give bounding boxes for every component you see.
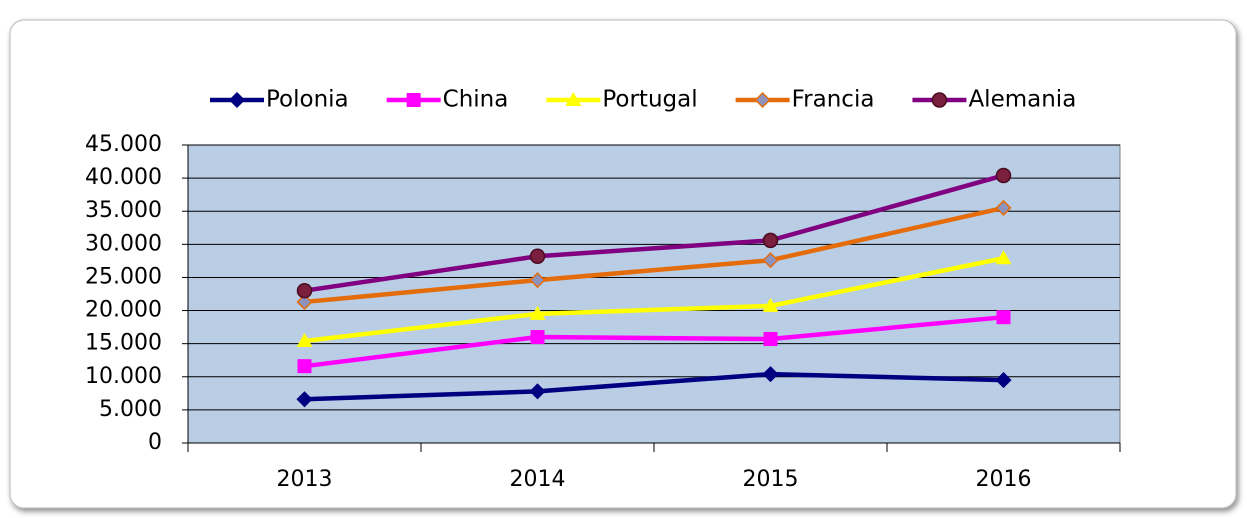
legend-item: Alemania bbox=[912, 87, 1076, 113]
y-tick-label: 10.000 bbox=[85, 364, 162, 389]
y-tick-label: 25.000 bbox=[85, 264, 162, 289]
point-marker bbox=[995, 199, 1012, 216]
x-tick-label: 2016 bbox=[976, 467, 1032, 492]
y-tick-label: 20.000 bbox=[85, 298, 162, 323]
legend-marker bbox=[228, 91, 246, 109]
point-marker bbox=[763, 332, 778, 347]
legend-label: China bbox=[443, 87, 509, 113]
legend-marker bbox=[754, 91, 771, 109]
point-marker bbox=[995, 167, 1012, 184]
point-marker bbox=[296, 391, 313, 408]
series-line bbox=[304, 205, 1004, 305]
legend-marker bbox=[406, 93, 421, 107]
legend-marker bbox=[565, 92, 582, 106]
y-tick-label: 15.000 bbox=[85, 331, 162, 356]
point-marker bbox=[296, 282, 313, 299]
y-tick-label: 40.000 bbox=[85, 165, 162, 190]
legend-label: Polonia bbox=[266, 87, 349, 113]
y-tick-label: 0 bbox=[148, 430, 162, 455]
legend-item: Portugal bbox=[546, 87, 698, 113]
point-marker bbox=[762, 232, 779, 249]
y-tick-label: 35.000 bbox=[85, 198, 162, 223]
legend-item: China bbox=[386, 87, 509, 113]
point-marker bbox=[529, 248, 546, 265]
point-marker bbox=[530, 330, 545, 345]
point-marker bbox=[529, 305, 546, 320]
y-tick-label: 5.000 bbox=[99, 397, 162, 422]
point-marker bbox=[995, 250, 1012, 265]
point-marker bbox=[762, 366, 779, 383]
point-marker bbox=[296, 333, 313, 348]
point-marker bbox=[762, 297, 779, 312]
legend-marker bbox=[931, 92, 948, 108]
series-line bbox=[304, 173, 1005, 293]
y-tick-label: 30.000 bbox=[85, 231, 162, 256]
point-marker bbox=[529, 272, 546, 289]
series-line bbox=[304, 314, 1004, 369]
x-tick-label: 2013 bbox=[277, 467, 333, 492]
legend-item: Francia bbox=[735, 87, 875, 113]
series-line bbox=[304, 256, 1004, 344]
point-marker bbox=[995, 372, 1012, 389]
legend-item: Polonia bbox=[210, 87, 349, 113]
point-marker bbox=[296, 293, 313, 311]
legend-label: Francia bbox=[792, 87, 875, 113]
x-tick-label: 2015 bbox=[743, 467, 799, 492]
legend-label: Alemania bbox=[968, 87, 1076, 113]
x-tick-label: 2014 bbox=[510, 467, 566, 492]
y-tick-label: 45.000 bbox=[85, 132, 162, 157]
point-marker bbox=[297, 359, 312, 374]
point-marker bbox=[529, 383, 546, 400]
legend-label: Portugal bbox=[602, 87, 697, 113]
plot-area bbox=[187, 144, 1121, 444]
series-line bbox=[304, 371, 1004, 402]
point-marker bbox=[996, 310, 1011, 325]
point-marker bbox=[762, 252, 779, 269]
